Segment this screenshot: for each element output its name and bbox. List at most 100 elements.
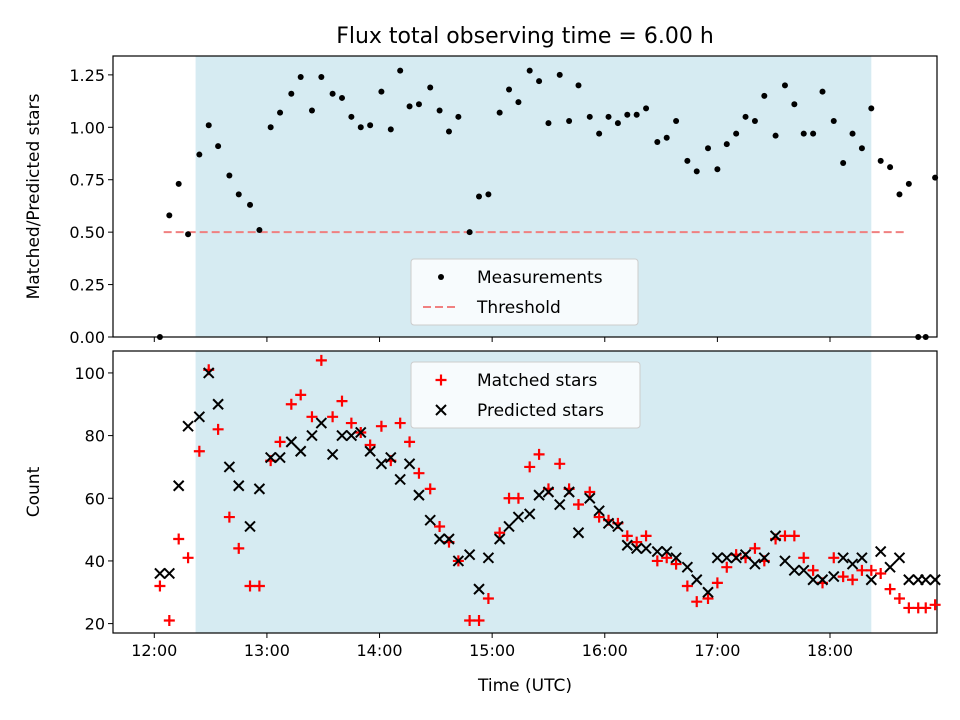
predicted-star-point (203, 367, 215, 379)
matched-star-point (345, 417, 357, 429)
measurement-point (614, 120, 621, 127)
legend-box (410, 258, 639, 326)
matched-star-point (798, 552, 810, 564)
matched-star-point (572, 499, 584, 511)
predicted-star-point (253, 483, 266, 495)
predicted-star-point (602, 517, 615, 530)
measurement-point (308, 107, 315, 114)
predicted-star-point (856, 552, 868, 564)
y-tick-label: 20 (85, 615, 105, 634)
predicted-star-point (212, 398, 224, 410)
predicted-star-point (874, 545, 887, 558)
matched-star-point (233, 542, 245, 554)
measurement-point (329, 90, 336, 97)
predicted-star-point (651, 545, 664, 558)
predicted-star-point (865, 574, 878, 586)
matched-star-point (640, 530, 652, 542)
y-tick-label: 0.75 (69, 171, 105, 190)
measurement-point (643, 105, 650, 112)
measurement-point (267, 124, 274, 131)
predicted-star-point (670, 552, 682, 564)
predicted-star-point (163, 567, 176, 580)
matched-star-point (173, 533, 185, 545)
measurement-point (932, 174, 939, 181)
predicted-star-point (182, 420, 194, 432)
predicted-star-point (274, 451, 286, 464)
measurement-point (566, 118, 573, 125)
matched-star-point (554, 458, 566, 470)
x-tick-label: 17:00 (694, 641, 740, 660)
x-tick-label: 16:00 (582, 641, 628, 660)
predicted-star-point (503, 520, 515, 533)
measurement-point (445, 128, 452, 135)
measurement-point (761, 92, 768, 99)
measurement-point (922, 334, 929, 340)
matched-star-point (482, 593, 494, 605)
predicted-star-point (355, 426, 367, 439)
measurement-point (256, 227, 263, 234)
predicted-star-point (893, 552, 906, 564)
predicted-star-point (443, 533, 455, 545)
matched-star-point (875, 567, 887, 579)
predicted-star-point (385, 451, 397, 464)
matched-star-point (336, 395, 348, 407)
predicted-star-point (640, 542, 652, 555)
measurement-point (556, 71, 563, 78)
y-tick-label: 1.25 (69, 66, 105, 85)
predicted-star-point (285, 436, 298, 448)
measurement-point (226, 172, 233, 179)
predicted-star-point (154, 567, 166, 580)
matched-star-point (464, 614, 476, 626)
matched-star-point (212, 423, 224, 435)
predicted-star-point (721, 552, 733, 564)
matched-star-point (473, 614, 485, 626)
measurement-point (378, 88, 385, 95)
predicted-star-point (542, 486, 555, 498)
measurement-point (196, 151, 203, 158)
predicted-star-point (584, 492, 596, 504)
predicted-star-point (816, 574, 829, 586)
matched-star-point (315, 354, 327, 366)
matched-star-point (512, 492, 524, 504)
matched-star-point (154, 580, 166, 592)
matched-star-point (494, 527, 506, 539)
measurement-point (684, 157, 691, 164)
predicted-star-point (920, 574, 932, 586)
predicted-star-point (828, 570, 840, 583)
predicted-star-point (711, 552, 724, 564)
measurement-point (714, 166, 721, 173)
measurement-point (288, 90, 295, 97)
count-panel: 12:00 13:00 14:00 15:00 16:00 17:00 18:00 20 40 6… (24, 350, 941, 660)
measurement-point (415, 101, 422, 108)
predicted-star-point (345, 429, 358, 442)
predicted-star-point (264, 451, 277, 464)
matched-star-point (711, 577, 723, 589)
matched-star-point (929, 599, 941, 611)
measurement-point (596, 130, 603, 137)
x-tick-label: 18:00 (807, 641, 853, 660)
predicted-star-point (463, 548, 476, 561)
y-tick-label: 60 (85, 489, 105, 508)
matched-star-point (306, 411, 318, 423)
measurement-point (751, 118, 758, 125)
measurement-point (455, 113, 462, 120)
matched-star-point (434, 520, 446, 532)
predicted-star-point (691, 574, 703, 586)
predicted-star-point (364, 445, 376, 457)
matched-star-point (702, 593, 714, 605)
measurement-point (819, 88, 826, 95)
measurement-point (791, 101, 798, 108)
measurement-point (663, 134, 670, 141)
matched-star-point (691, 596, 703, 608)
predicted-star-point (193, 411, 206, 423)
measurement-point (840, 159, 847, 166)
measurement-point (205, 122, 212, 129)
matched-star-point (193, 445, 205, 457)
matched-star-point (295, 389, 307, 401)
measurement-point (485, 191, 492, 198)
y-tick-label: 0.25 (69, 276, 105, 295)
predicted-star-point (807, 574, 819, 586)
y-axis-label: Matched/Predicted stars (24, 93, 44, 299)
y-tick-label: 1.00 (69, 118, 105, 137)
